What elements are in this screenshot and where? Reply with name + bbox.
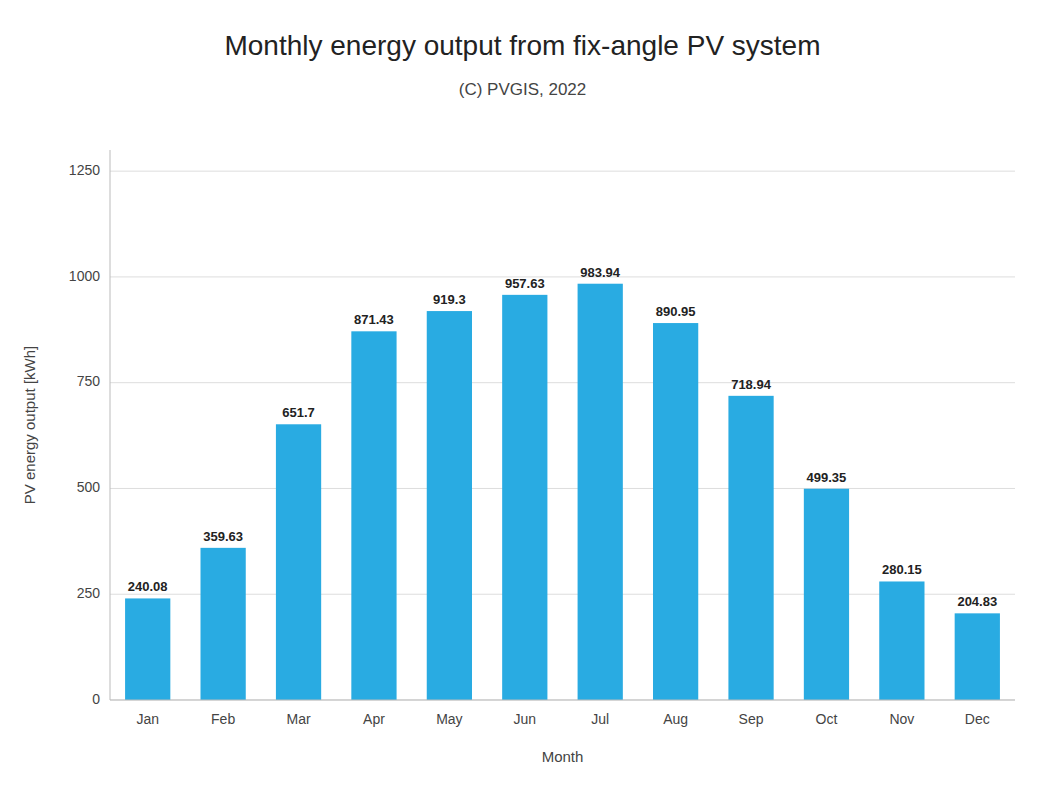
- bars: [125, 284, 1000, 700]
- data-label: 240.08: [128, 579, 168, 594]
- bar: [201, 548, 246, 700]
- data-label: 280.15: [882, 562, 922, 577]
- y-axis-label: PV energy output [kWh]: [21, 346, 38, 504]
- x-tick-label: Feb: [211, 711, 235, 727]
- x-tick-label: Jan: [136, 711, 159, 727]
- data-label: 890.95: [656, 304, 696, 319]
- data-label: 871.43: [354, 312, 394, 327]
- bar: [351, 331, 396, 700]
- bar: [578, 284, 623, 700]
- x-tick-label: Jul: [591, 711, 609, 727]
- data-label: 957.63: [505, 276, 545, 291]
- x-tick-label: Sep: [739, 711, 764, 727]
- x-tick-label: Nov: [889, 711, 914, 727]
- y-tick-label: 0: [92, 691, 100, 707]
- subtitle: (C) PVGIS, 2022: [459, 80, 587, 99]
- background: [0, 0, 1045, 800]
- grid-line: [110, 488, 1015, 489]
- x-axis-label: Month: [542, 748, 584, 765]
- bar: [879, 581, 924, 700]
- y-tick-label: 250: [77, 585, 101, 601]
- x-tick-label: Aug: [663, 711, 688, 727]
- grid-line: [110, 700, 1015, 701]
- bar: [804, 489, 849, 700]
- y-grid: [110, 171, 1015, 700]
- bar: [502, 295, 547, 700]
- chart-container: Monthly energy output from fix-angle PV …: [0, 0, 1045, 800]
- data-label: 359.63: [203, 529, 243, 544]
- data-label: 718.94: [731, 377, 772, 392]
- x-tick-label: Dec: [965, 711, 990, 727]
- x-tick-label: Mar: [286, 711, 310, 727]
- x-axis-line: [110, 700, 1015, 701]
- grid-line: [110, 276, 1015, 277]
- y-tick-label: 1250: [69, 162, 100, 178]
- chart-svg: Monthly energy output from fix-angle PV …: [0, 0, 1045, 800]
- grid-line: [110, 171, 1015, 172]
- title: Monthly energy output from fix-angle PV …: [224, 30, 820, 61]
- bar: [653, 323, 698, 700]
- x-tick-label: Oct: [816, 711, 838, 727]
- y-tick-label: 500: [77, 479, 101, 495]
- x-tick-label: May: [436, 711, 462, 727]
- bar: [427, 311, 472, 700]
- y-tick-label: 1000: [69, 268, 100, 284]
- bar: [728, 396, 773, 700]
- data-label: 499.35: [807, 470, 847, 485]
- data-label: 204.83: [957, 594, 997, 609]
- x-tick-label: Jun: [514, 711, 537, 727]
- data-labels: 240.08 359.63 651.7 871.43 919.3 957.63 983.94…: [128, 265, 997, 610]
- data-label: 919.3: [433, 292, 466, 307]
- bar: [955, 613, 1000, 700]
- data-label: 983.94: [580, 265, 621, 280]
- data-label: 651.7: [282, 405, 315, 420]
- bar: [125, 598, 170, 700]
- y-axis-line: [110, 150, 111, 700]
- grid-line: [110, 382, 1015, 383]
- bar: [276, 424, 321, 700]
- x-tick-label: Apr: [363, 711, 385, 727]
- y-tick-label: 750: [77, 373, 101, 389]
